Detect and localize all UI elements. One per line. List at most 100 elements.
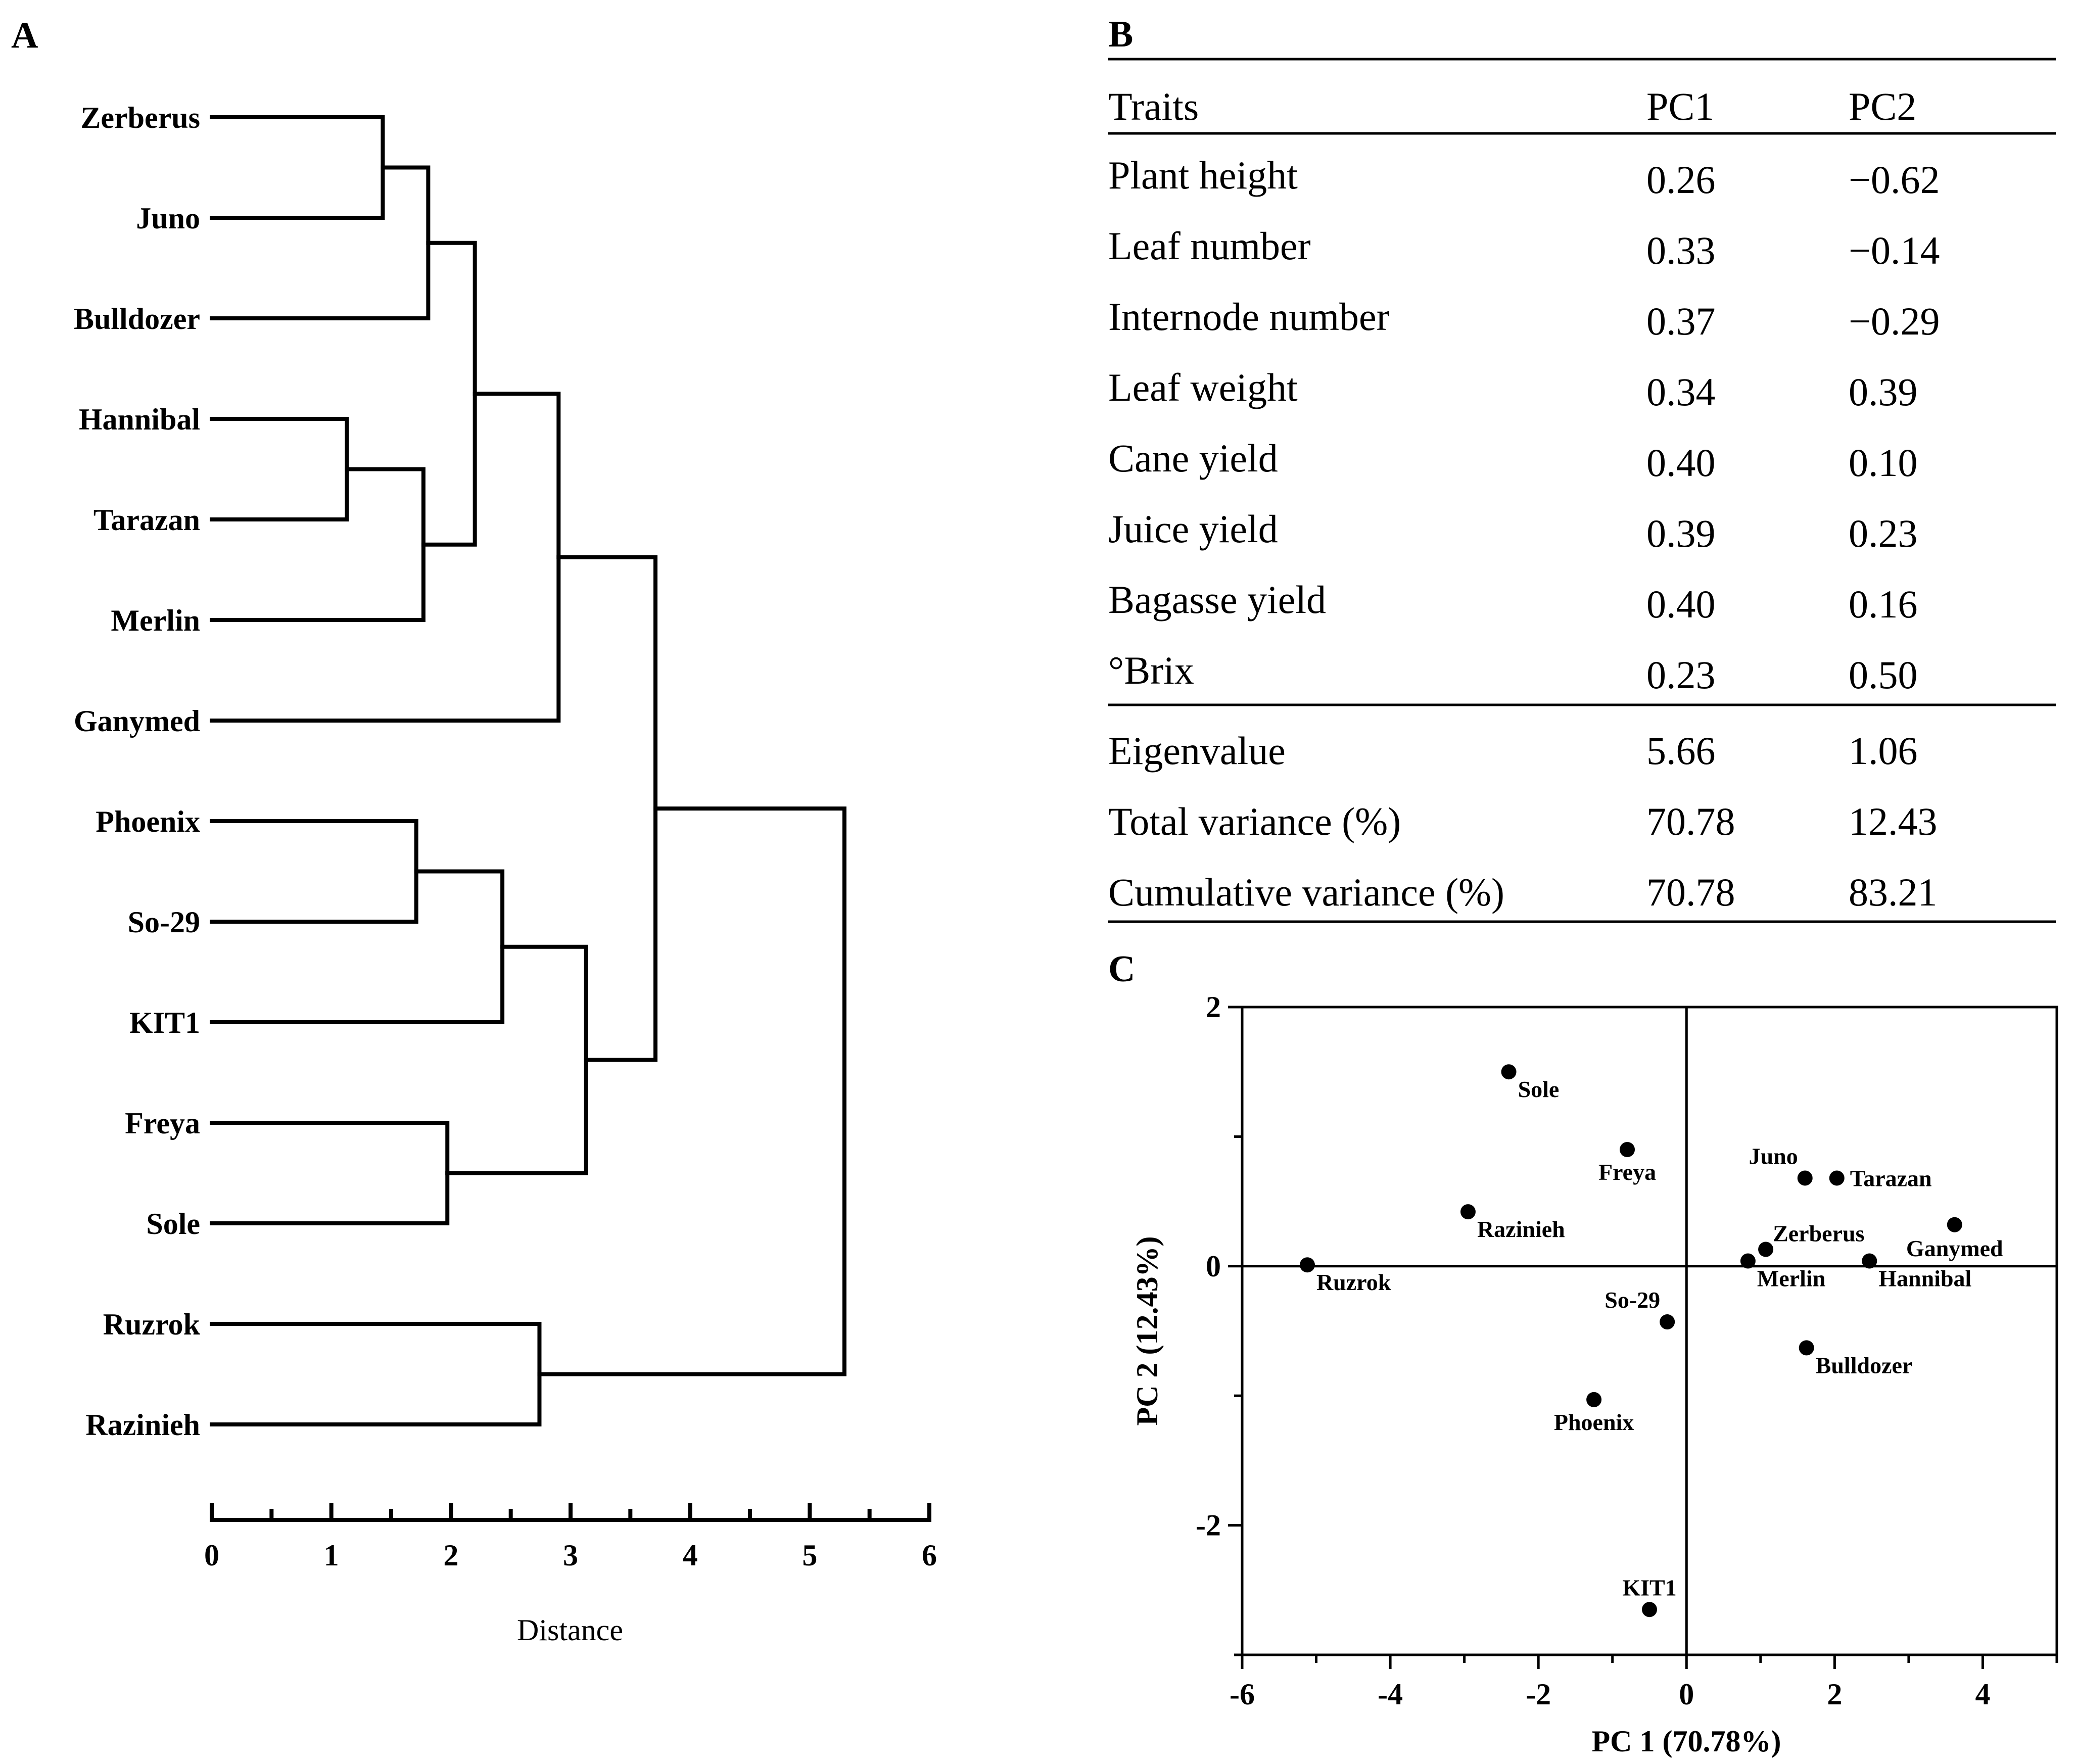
scatter-marker [1799,1340,1814,1356]
dendrogram-leaf-label: Hannibal [79,403,200,436]
scatter-point-label: Razinieh [1477,1216,1565,1242]
scatter-marker [1501,1064,1517,1080]
table-header-traits: Traits [1108,84,1199,128]
dendrogram-link [210,417,349,521]
scatter-marker [1797,1170,1813,1186]
table-cell-trait: Leaf number [1108,224,1311,268]
dendrogram-link [210,819,418,924]
table-cell-pc2: −0.62 [1849,158,1940,202]
scatter-marker [1740,1253,1756,1269]
scatter-marker [1620,1142,1635,1158]
table-cell-trait: Cane yield [1108,436,1278,480]
scatter-marker [1299,1257,1315,1273]
table-header-pc2: PC2 [1849,84,1916,128]
table-cell-trait: Total variance (%) [1108,799,1401,843]
scatter-point-label: Bulldozer [1816,1352,1913,1378]
scatter-point-label: KIT1 [1622,1575,1676,1600]
dendrogram-link [210,869,505,1024]
dendrogram-link [210,392,561,723]
dendrogram-leaf-label: Merlin [111,604,200,637]
table-cell-pc2: −0.29 [1849,299,1940,343]
table-cell-pc1: 70.78 [1646,799,1735,843]
dendrogram-link [537,806,846,1376]
table-cell-pc1: 0.37 [1646,299,1716,343]
scatter-y-tick-label: 0 [1206,1250,1221,1283]
table-row: Internode number 0.37 −0.29 [1108,295,1940,343]
table-cell-pc2: 0.10 [1849,441,1918,485]
scatter-marker [1660,1314,1675,1330]
dendrogram-tick-label: 1 [324,1539,339,1572]
dendrogram-leaf-label: Tarazan [93,503,200,537]
table-cell-pc1: 0.23 [1646,653,1716,697]
scatter-point: Zerberus [1758,1220,1864,1257]
table-cell-trait: Juice yield [1108,507,1278,551]
table-cell-pc1: 0.40 [1646,441,1716,485]
dendrogram-link [421,241,477,547]
scatter-point: Juno [1749,1143,1813,1186]
scatter-x-tick-label: 2 [1827,1678,1842,1711]
dendrogram-link [210,115,385,220]
table-cell-pc2: 0.39 [1849,370,1918,414]
dendrogram-link [210,165,431,320]
scatter-frame [1241,1006,2058,1656]
dendrogram-tick-label: 4 [683,1539,698,1572]
table-cell-trait: °Brix [1108,648,1194,692]
scatter-point-label: Ganymed [1906,1235,2003,1261]
scatter-point: Razinieh [1460,1204,1565,1242]
scatter-marker [1460,1204,1476,1220]
table-row: Juice yield 0.39 0.23 [1108,507,1918,555]
scatter-point-label: Freya [1598,1159,1656,1185]
scatter-point: Freya [1598,1142,1656,1185]
scatter-marker [1829,1170,1845,1186]
scatter-marker [1947,1217,1962,1232]
panel-label-a: A [11,15,38,56]
scatter-point-label: Hannibal [1878,1266,1971,1292]
dendrogram: Zerberus Juno Bulldozer Hannibal Tarazan Merl… [74,101,937,1647]
dendrogram-leaf-label: Sole [146,1207,200,1241]
scatter-point: Ruzrok [1299,1257,1391,1295]
dendrogram-tick-label: 3 [563,1539,578,1572]
table-row: Plant height 0.26 −0.62 [1108,153,1940,202]
scatter-point: Merlin [1740,1253,1825,1292]
table-cell-pc1: 70.78 [1646,870,1735,914]
scatter-point-label: Sole [1518,1076,1560,1102]
dendrogram-leaf-label: So-29 [128,905,200,939]
scatter-x-tick-label: -4 [1378,1678,1403,1711]
dendrogram-leaf-label: Razinieh [85,1408,200,1442]
scatter-point: Ganymed [1906,1217,2003,1261]
dendrogram-tick-label: 2 [443,1539,458,1572]
scatter-marker [1862,1253,1877,1269]
table-row: Bagasse yield 0.40 0.16 [1108,578,1918,626]
dendrogram-links [210,115,846,1426]
scatter-y-axis-title: PC 2 (12.43%) [1130,1236,1164,1426]
scatter-points: Sole Freya Juno Tarazan Ganymed Razinieh Zerbe… [1299,1064,2003,1617]
scatter-marker [1586,1392,1602,1407]
table-cell-pc2: 12.43 [1849,799,1938,843]
scatter-point-label: Zerberus [1773,1220,1864,1246]
dendrogram-leaf-labels: Zerberus Juno Bulldozer Hannibal Tarazan Merl… [74,101,201,1442]
dendrogram-link [210,467,426,622]
table-row: °Brix 0.23 0.50 [1108,648,1918,697]
table-cell-trait: Eigenvalue [1108,729,1286,773]
dendrogram-tick-label: 0 [204,1539,219,1572]
table-cell-pc2: 0.16 [1849,582,1918,626]
table-cell-pc1: 5.66 [1646,729,1716,773]
scatter-point: So-29 [1605,1287,1675,1330]
scatter-y-tick-label: 2 [1206,990,1221,1024]
scatter-point-label: Phoenix [1554,1409,1634,1435]
scatter-point: Bulldozer [1799,1340,1913,1378]
table-cell-pc2: 0.50 [1849,653,1918,697]
dendrogram-x-axis-title: Distance [517,1613,623,1647]
table-cell-pc1: 0.26 [1646,158,1716,202]
table-row: Cane yield 0.40 0.10 [1108,436,1918,485]
scatter-point: Hannibal [1862,1253,1971,1292]
scatter-x-tick-label: 0 [1679,1678,1694,1711]
dendrogram-link [445,944,588,1175]
dendrogram-tick-label: 6 [922,1539,937,1572]
table-row: Leaf number 0.33 −0.14 [1108,224,1940,272]
dendrogram-link [210,1322,542,1426]
table-cell-pc2: 0.23 [1849,511,1918,555]
table-cell-pc2: 1.06 [1849,729,1918,773]
table-summary-row: Cumulative variance (%) 70.78 83.21 [1108,870,1938,914]
